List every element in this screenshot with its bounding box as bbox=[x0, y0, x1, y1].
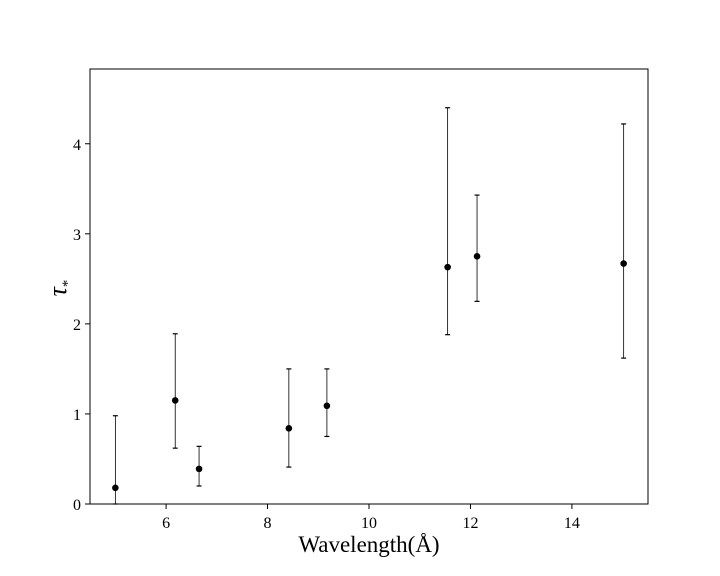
data-point-group bbox=[620, 123, 627, 359]
data-point bbox=[444, 263, 451, 271]
data-point bbox=[620, 260, 627, 267]
x-tick-label: 8 bbox=[264, 515, 272, 532]
plot-frame bbox=[89, 68, 649, 505]
y-axis-label-symbol: τ bbox=[43, 285, 72, 296]
plot-area bbox=[112, 107, 627, 505]
x-tick-label: 6 bbox=[162, 515, 170, 532]
data-point-group bbox=[444, 107, 451, 336]
y-axis-label-subscript: * bbox=[60, 280, 76, 288]
x-tick-label: 10 bbox=[361, 515, 377, 532]
data-point-group bbox=[195, 445, 203, 487]
data-point bbox=[285, 425, 293, 432]
data-point-group bbox=[112, 415, 119, 505]
x-tick-label: 14 bbox=[564, 515, 580, 532]
y-axis-label: τ* bbox=[43, 280, 76, 297]
data-point bbox=[112, 484, 119, 492]
data-point bbox=[195, 465, 203, 473]
data-point bbox=[171, 397, 179, 404]
y-tick-label: 0 bbox=[73, 497, 81, 514]
y-tick-label: 4 bbox=[73, 137, 81, 154]
y-axis: 0 1 2 3 4 bbox=[73, 137, 90, 514]
y-tick-label: 1 bbox=[73, 407, 81, 424]
data-point bbox=[323, 402, 331, 410]
data-point-group bbox=[323, 368, 331, 438]
x-tick-label: 12 bbox=[462, 515, 478, 532]
data-point-group bbox=[285, 368, 293, 468]
y-tick-label: 3 bbox=[73, 227, 81, 244]
x-axis: 6 8 10 12 14 bbox=[162, 504, 580, 532]
data-point bbox=[473, 253, 481, 260]
y-tick-label: 2 bbox=[73, 317, 81, 334]
x-axis-label: Wavelength(Å) bbox=[298, 532, 439, 557]
data-point-group bbox=[473, 194, 481, 302]
data-point-group bbox=[171, 333, 179, 449]
